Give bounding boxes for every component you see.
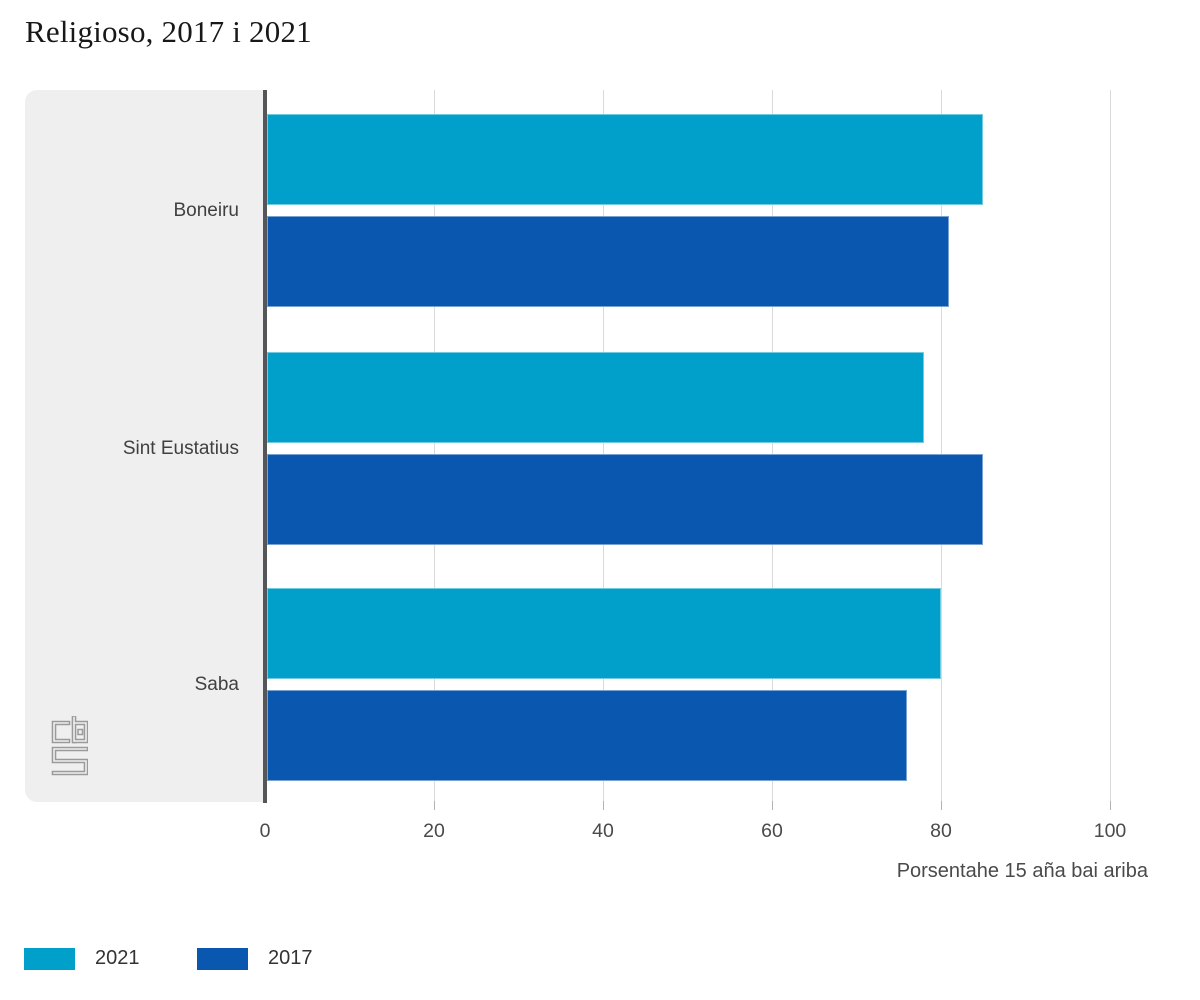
x-tick-label-80: 80 <box>930 820 952 842</box>
x-axis-label: Porsentahe 15 aña bai ariba <box>896 860 1148 882</box>
gridline-60 <box>772 90 773 801</box>
legend-swatch-2021 <box>24 947 75 970</box>
x-tick-label-40: 40 <box>592 820 614 842</box>
legend-swatch-2017 <box>197 947 248 970</box>
cbs-logo-icon <box>51 716 88 776</box>
bar-sint-eustatius-2021[interactable] <box>267 352 924 443</box>
chart-title: Religioso, 2017 i 2021 <box>25 14 312 49</box>
legend-label-2021: 2021 <box>95 947 140 969</box>
tickmark-60 <box>772 801 773 810</box>
x-tick-label-20: 20 <box>423 820 445 842</box>
bar-boneiru-2017[interactable] <box>267 216 949 307</box>
gridline-80 <box>941 90 942 801</box>
bar-saba-2017[interactable] <box>267 690 907 781</box>
tickmark-80 <box>941 801 942 810</box>
x-tick-label-0: 0 <box>259 820 271 842</box>
category-label-sint-eustatius: Sint Eustatius <box>122 437 239 459</box>
y-axis-line <box>263 90 267 803</box>
gridline-40 <box>603 90 604 801</box>
category-label-saba: Saba <box>194 673 239 695</box>
legend-label-2017: 2017 <box>268 947 313 969</box>
gridline-100 <box>1110 90 1111 801</box>
legend-item-2021[interactable]: 2021 <box>24 947 140 970</box>
bar-boneiru-2021[interactable] <box>267 114 983 205</box>
category-panel <box>25 90 263 802</box>
tickmark-100 <box>1110 801 1111 810</box>
x-tick-label-60: 60 <box>761 820 783 842</box>
x-tick-label-100: 100 <box>1093 820 1127 842</box>
legend-item-2017[interactable]: 2017 <box>197 947 313 970</box>
tickmark-40 <box>603 801 604 810</box>
bar-sint-eustatius-2017[interactable] <box>267 454 983 545</box>
tickmark-20 <box>434 801 435 810</box>
gridline-20 <box>434 90 435 801</box>
category-label-boneiru: Boneiru <box>173 199 240 221</box>
bar-saba-2021[interactable] <box>267 588 941 679</box>
